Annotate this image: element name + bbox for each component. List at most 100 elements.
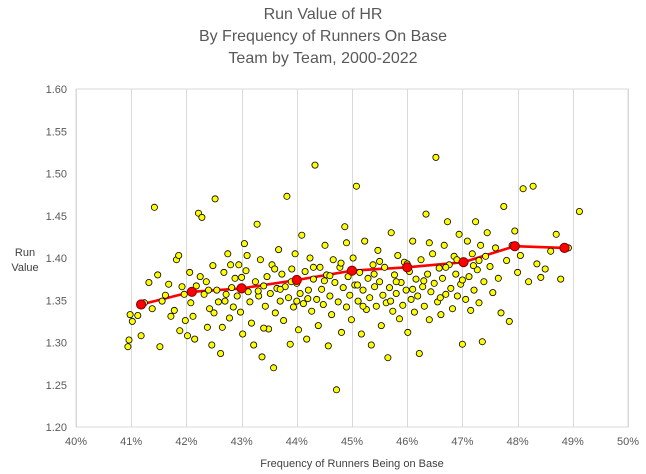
team-points [124,153,583,394]
team-point [503,256,511,264]
team-point [167,312,175,320]
y-axis-title-line-1: Run [15,247,35,259]
team-point [214,298,222,306]
team-point [469,262,477,270]
team-point [387,297,395,305]
team-point [271,265,279,273]
team-point [276,285,284,293]
team-point [320,277,328,285]
team-point [198,213,206,221]
average-point [458,257,469,268]
team-point [134,311,142,319]
team-point [181,316,189,324]
team-point [224,250,232,258]
team-point [341,223,349,231]
team-point [256,256,264,264]
team-point [371,283,379,291]
team-point [288,265,296,273]
team-point [314,322,322,330]
team-point [427,288,435,296]
team-point [346,291,354,299]
team-point [442,263,450,271]
team-point [500,202,508,210]
team-point [497,309,505,317]
team-point [289,303,297,311]
team-point [304,295,312,303]
team-point [319,300,327,308]
team-point [225,314,233,322]
team-point [337,328,345,336]
team-point [309,275,317,283]
team-point [505,317,513,325]
y-tick-label: 1.45 [46,211,67,223]
x-tick-label: 48% [507,436,529,448]
team-point [462,295,470,303]
team-point [452,270,460,278]
team-point [156,343,164,351]
y-tick-label: 1.60 [46,84,67,96]
team-point [347,316,355,324]
team-point [296,289,304,297]
team-point [291,250,299,258]
team-point [409,237,417,245]
average-point [402,262,413,273]
team-point [309,263,317,271]
team-point [419,283,427,291]
team-point [533,260,541,268]
y-tick-label: 1.50 [46,169,67,181]
team-point [293,297,301,305]
team-point [422,210,430,218]
team-point [221,297,229,305]
team-point [231,274,239,282]
team-point [475,299,483,307]
team-point [313,295,321,303]
team-point [412,275,420,283]
average-point [186,286,197,297]
team-point [491,244,499,252]
team-point [381,263,389,271]
team-point [180,290,188,298]
team-point [251,278,259,286]
team-point [128,317,136,325]
team-point [321,241,329,249]
average-point [236,283,247,294]
team-point [370,270,378,278]
team-point [417,256,425,264]
team-point [271,309,279,317]
team-point [486,262,494,270]
team-point [298,231,306,239]
team-point [483,229,491,237]
team-point [326,292,334,300]
team-point [254,287,262,295]
team-point [236,308,244,316]
team-point [349,254,357,262]
team-point [204,286,212,294]
team-point [519,185,527,193]
team-point [124,343,132,351]
team-point [186,268,194,276]
team-point [217,349,225,357]
x-tick-label: 47% [451,436,473,448]
team-point [208,341,216,349]
team-point [238,273,246,281]
team-point [438,274,446,282]
team-point [465,273,473,281]
team-point [525,278,533,286]
team-point [458,276,466,284]
x-tick-label: 42% [175,436,197,448]
team-point [448,305,456,313]
team-point [284,294,292,302]
average-point [346,265,358,276]
team-point [430,279,438,287]
team-point [218,323,226,331]
x-tick-label: 49% [562,436,584,448]
team-point [324,342,332,350]
team-point [475,256,483,264]
team-point [258,353,266,361]
x-axis-ticks: 40% 41% 42% 43% 44% 45% 46% 47% 48% 49% 50% [65,436,639,448]
team-point [260,324,268,332]
chart-title-line-3: Team by Team, 2000-2022 [228,50,418,67]
chart-title-line-2: By Frequency of Runners On Base [198,28,448,45]
team-point [247,319,255,327]
x-tick-label: 50% [617,436,639,448]
